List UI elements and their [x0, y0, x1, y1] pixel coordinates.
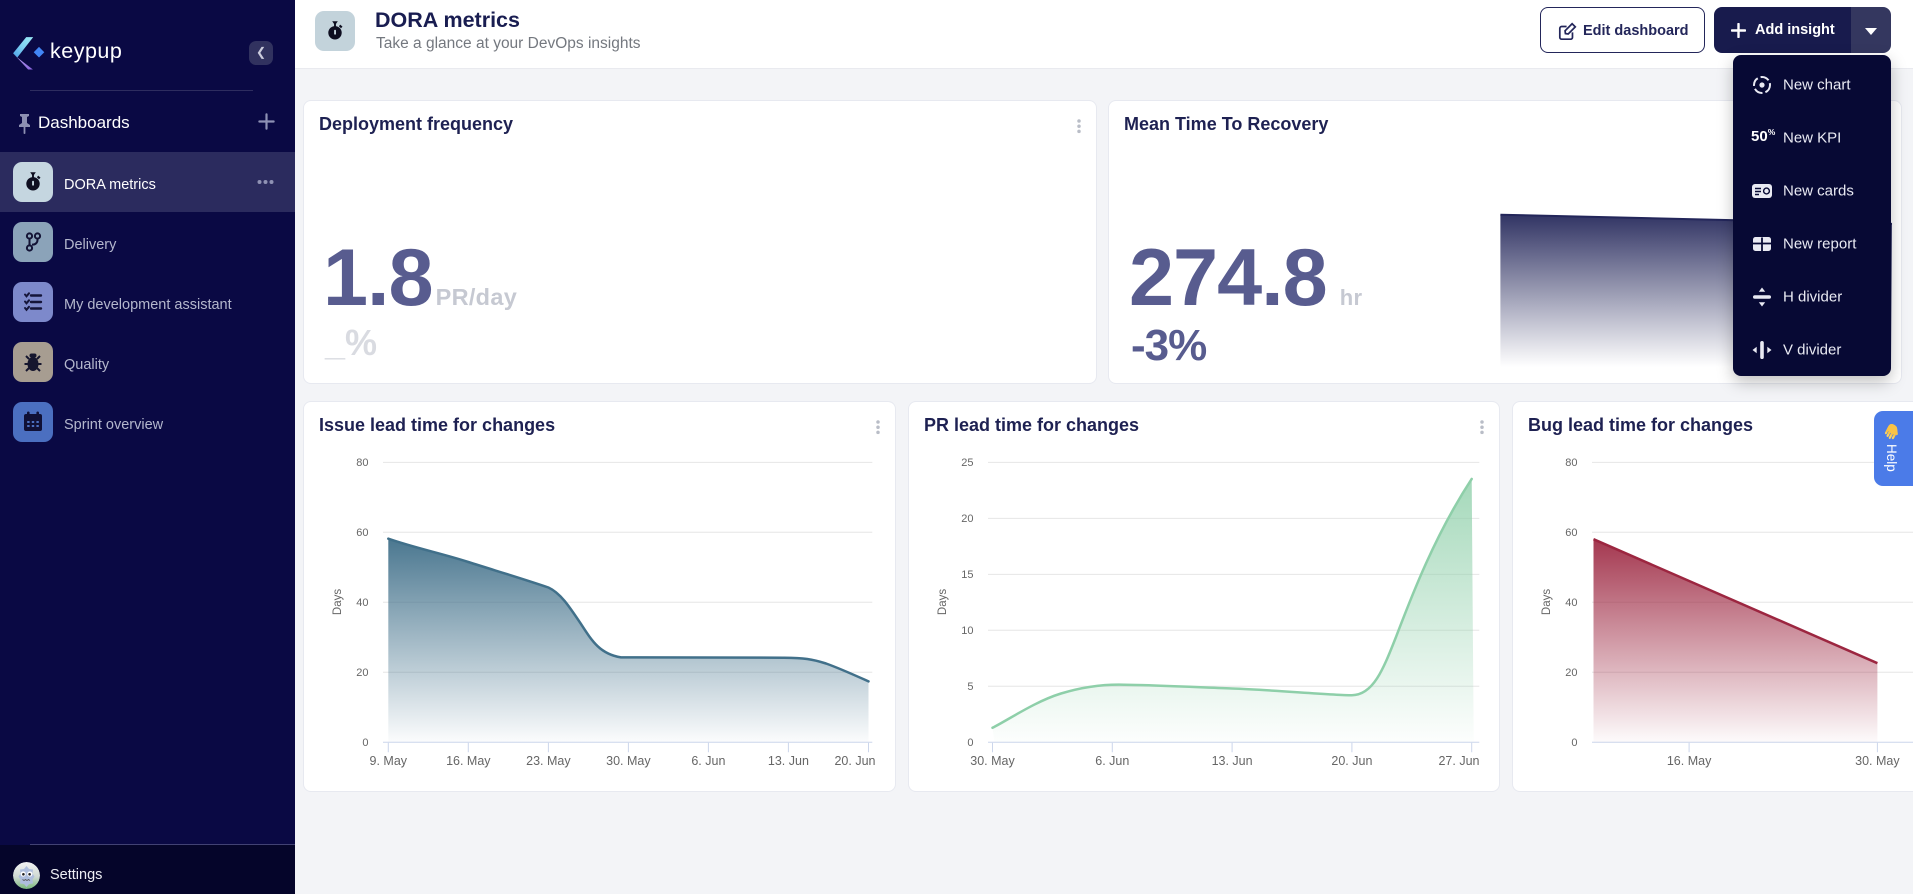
svg-text:13. Jun: 13. Jun [1212, 754, 1253, 768]
svg-text:30. May: 30. May [606, 754, 651, 768]
svg-text:5: 5 [967, 681, 973, 693]
svg-text:40: 40 [356, 597, 368, 609]
svg-text:9. May: 9. May [370, 754, 408, 768]
svg-text:40: 40 [1565, 597, 1577, 609]
svg-text:23. May: 23. May [526, 754, 571, 768]
svg-text:27. Jun: 27. Jun [1438, 754, 1479, 768]
svg-text:80: 80 [1565, 457, 1577, 469]
svg-text:20: 20 [356, 667, 368, 679]
svg-text:15: 15 [961, 569, 973, 581]
svg-text:0: 0 [1571, 737, 1577, 749]
svg-text:30. May: 30. May [970, 754, 1015, 768]
svg-text:20. Jun: 20. Jun [1331, 754, 1372, 768]
svg-text:20: 20 [961, 513, 973, 525]
svg-text:0: 0 [967, 737, 973, 749]
svg-text:80: 80 [356, 457, 368, 469]
svg-text:6. Jun: 6. Jun [691, 754, 725, 768]
svg-text:16. May: 16. May [446, 754, 491, 768]
svg-text:30. May: 30. May [1855, 754, 1900, 768]
svg-text:13. Jun: 13. Jun [768, 754, 809, 768]
svg-text:20: 20 [1565, 667, 1577, 679]
svg-text:Days: Days [1541, 589, 1553, 615]
svg-text:16. May: 16. May [1667, 754, 1712, 768]
svg-text:0: 0 [362, 737, 368, 749]
svg-text:60: 60 [356, 527, 368, 539]
svg-text:25: 25 [961, 457, 973, 469]
svg-text:Days: Days [332, 589, 344, 615]
svg-text:60: 60 [1565, 527, 1577, 539]
svg-text:Days: Days [937, 589, 949, 615]
svg-text:10: 10 [961, 625, 973, 637]
svg-text:20. Jun: 20. Jun [834, 754, 875, 768]
svg-text:6. Jun: 6. Jun [1095, 754, 1129, 768]
